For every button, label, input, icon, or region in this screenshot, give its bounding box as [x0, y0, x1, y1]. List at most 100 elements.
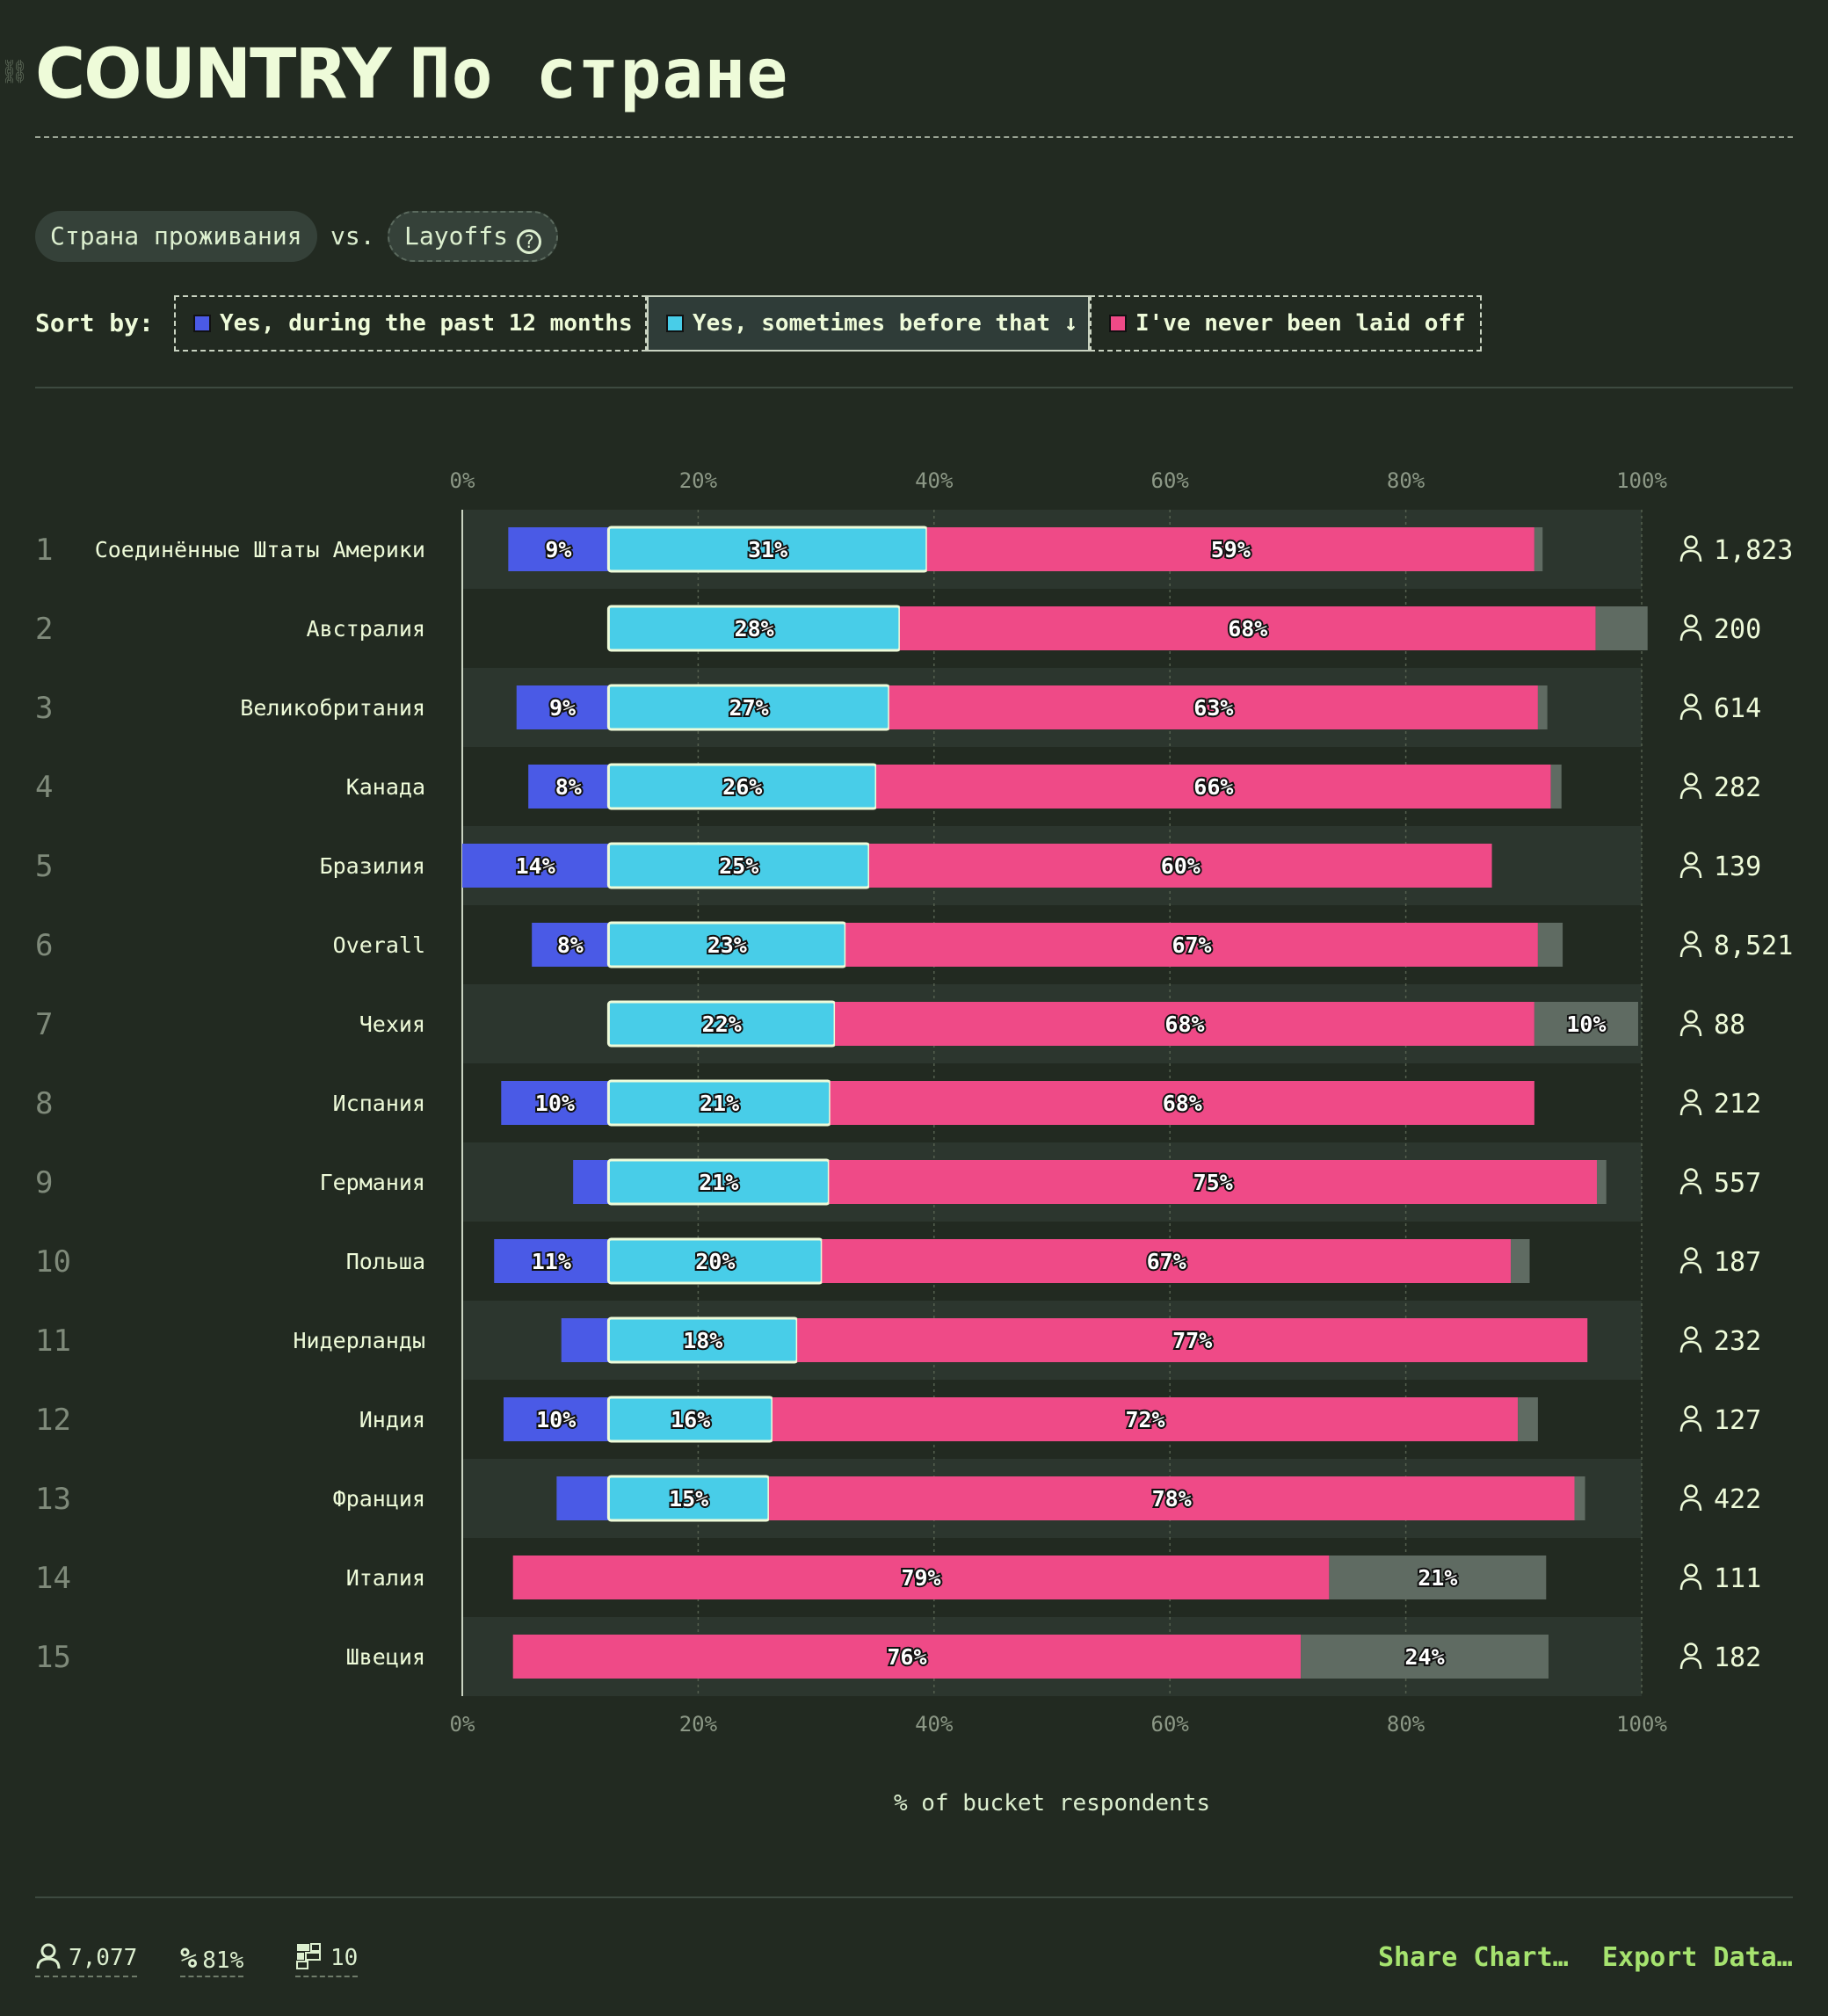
bar-past12 — [573, 1160, 609, 1204]
export-data-link[interactable]: Export Data… — [1602, 1942, 1793, 1973]
help-icon[interactable]: ? — [517, 229, 542, 254]
bar-past12 — [532, 923, 609, 967]
person-icon-body — [1679, 945, 1702, 958]
percent-icon: % — [180, 1941, 198, 1975]
percent-stat[interactable]: % 81% — [180, 1940, 244, 1977]
sort-option-before[interactable]: Yes, sometimes before that ↓ — [647, 295, 1090, 352]
row-respondents: 557 — [1714, 1168, 1761, 1199]
bar-value-label: 68% — [1163, 1091, 1202, 1116]
buckets-value: 10 — [330, 1945, 359, 1971]
row-rank: 10 — [35, 1244, 71, 1280]
bar-value-label: 23% — [707, 932, 747, 958]
person-icon — [1684, 1484, 1698, 1498]
buckets-icon — [296, 1943, 321, 1969]
x-tick-label-bottom: 80% — [1387, 1712, 1425, 1737]
row-rank: 13 — [35, 1482, 71, 1517]
x-tick-label-bottom: 20% — [679, 1712, 718, 1737]
person-icon-body — [1679, 1577, 1702, 1591]
sort-option-past12[interactable]: Yes, during the past 12 months — [174, 295, 647, 352]
bar-value-label: 77% — [1172, 1328, 1212, 1353]
person-icon — [1684, 1168, 1698, 1182]
person-icon-body — [1679, 866, 1702, 879]
bar-value-label: 21% — [700, 1091, 739, 1116]
person-icon-body — [1679, 1498, 1702, 1512]
pill-layoffs-label: Layoffs — [404, 221, 509, 250]
swatch-past12 — [193, 315, 211, 332]
bar-value-label: 75% — [1193, 1170, 1233, 1195]
row-respondents: 282 — [1714, 772, 1761, 803]
person-icon — [1684, 693, 1698, 707]
bar-value-label: 72% — [1125, 1407, 1164, 1432]
question-pill-layoffs[interactable]: Layoffs? — [388, 211, 559, 262]
bar-other — [1537, 685, 1548, 729]
bar-other — [1550, 765, 1562, 809]
bar-past12 — [462, 844, 609, 888]
bar-value-label: 22% — [702, 1012, 742, 1037]
bar-value-label: 24% — [1404, 1644, 1444, 1670]
row-rank: 6 — [35, 928, 53, 963]
person-icon — [1684, 772, 1698, 787]
person-icon-body — [1679, 1419, 1702, 1432]
person-icon — [1684, 1326, 1698, 1340]
row-respondents: 200 — [1714, 614, 1761, 645]
x-axis-label: % of bucket respondents — [894, 1790, 1210, 1817]
person-icon — [1684, 1247, 1698, 1261]
row-rank: 15 — [35, 1640, 71, 1675]
bar-value-label: 10% — [536, 1407, 576, 1432]
footer-divider — [35, 1896, 1793, 1898]
person-icon-body — [1679, 707, 1702, 721]
person-icon — [1684, 852, 1698, 866]
bar-past12 — [516, 685, 609, 729]
question-pill-country[interactable]: Страна проживания — [35, 211, 317, 262]
bar-other — [1597, 1160, 1607, 1204]
x-tick-label-bottom: 40% — [915, 1712, 954, 1737]
x-tick-label-top: 60% — [1151, 468, 1190, 493]
bar-other — [1534, 527, 1543, 571]
bar-value-label: 21% — [699, 1170, 738, 1195]
bar-never — [876, 765, 1551, 809]
row-label: Испания — [333, 1091, 425, 1116]
row-respondents: 187 — [1714, 1247, 1761, 1278]
x-tick-label-bottom: 60% — [1151, 1712, 1190, 1737]
title-prefix: COUNTRY — [35, 35, 392, 114]
bar-value-label: 20% — [695, 1249, 735, 1274]
person-icon-body — [1679, 549, 1702, 562]
row-label: Италия — [346, 1565, 425, 1591]
row-respondents: 111 — [1714, 1563, 1761, 1594]
page-title: COUNTRY По стране — [35, 35, 788, 114]
share-chart-link[interactable]: Share Chart… — [1378, 1942, 1569, 1973]
row-respondents: 212 — [1714, 1089, 1761, 1120]
person-icon-body — [1679, 1657, 1702, 1670]
person-icon — [1684, 1405, 1698, 1419]
row-respondents: 8,521 — [1714, 931, 1793, 961]
respondents-stat[interactable]: 7,077 — [35, 1940, 138, 1977]
bar-other — [1301, 1635, 1549, 1679]
bar-never — [772, 1397, 1519, 1441]
bar-never — [830, 1081, 1534, 1125]
row-label: Соединённые Штаты Америки — [95, 537, 425, 562]
bar-value-label: 15% — [669, 1486, 708, 1512]
pill-country-label: Страна проживания — [50, 221, 302, 250]
bar-never — [512, 1635, 1302, 1679]
bar-value-label: 21% — [1418, 1565, 1457, 1591]
row-respondents: 232 — [1714, 1326, 1761, 1357]
bar-past12 — [494, 1239, 609, 1283]
row-respondents: 88 — [1714, 1010, 1745, 1041]
bar-value-label: 68% — [1164, 1012, 1204, 1037]
x-tick-label-top: 0% — [450, 468, 475, 493]
bar-value-label: 67% — [1147, 1249, 1186, 1274]
buckets-stat[interactable]: 10 — [295, 1940, 359, 1977]
link-icon[interactable]: ⛓ — [0, 59, 30, 85]
sort-label: Sort by: — [35, 308, 154, 337]
x-tick-label-top: 100% — [1616, 468, 1667, 493]
bar-value-label: 76% — [887, 1644, 926, 1670]
x-tick-label-top: 80% — [1387, 468, 1425, 493]
person-icon — [36, 1943, 61, 1969]
sort-option-label: Yes, during the past 12 months — [220, 310, 633, 337]
bar-value-label: 63% — [1193, 695, 1233, 721]
sort-option-never[interactable]: I've never been laid off — [1090, 295, 1482, 352]
person-icon-body — [1679, 1340, 1702, 1353]
bar-value-label: 31% — [748, 537, 787, 562]
bar-value-label: 10% — [1566, 1012, 1606, 1037]
bar-other — [1537, 923, 1563, 967]
